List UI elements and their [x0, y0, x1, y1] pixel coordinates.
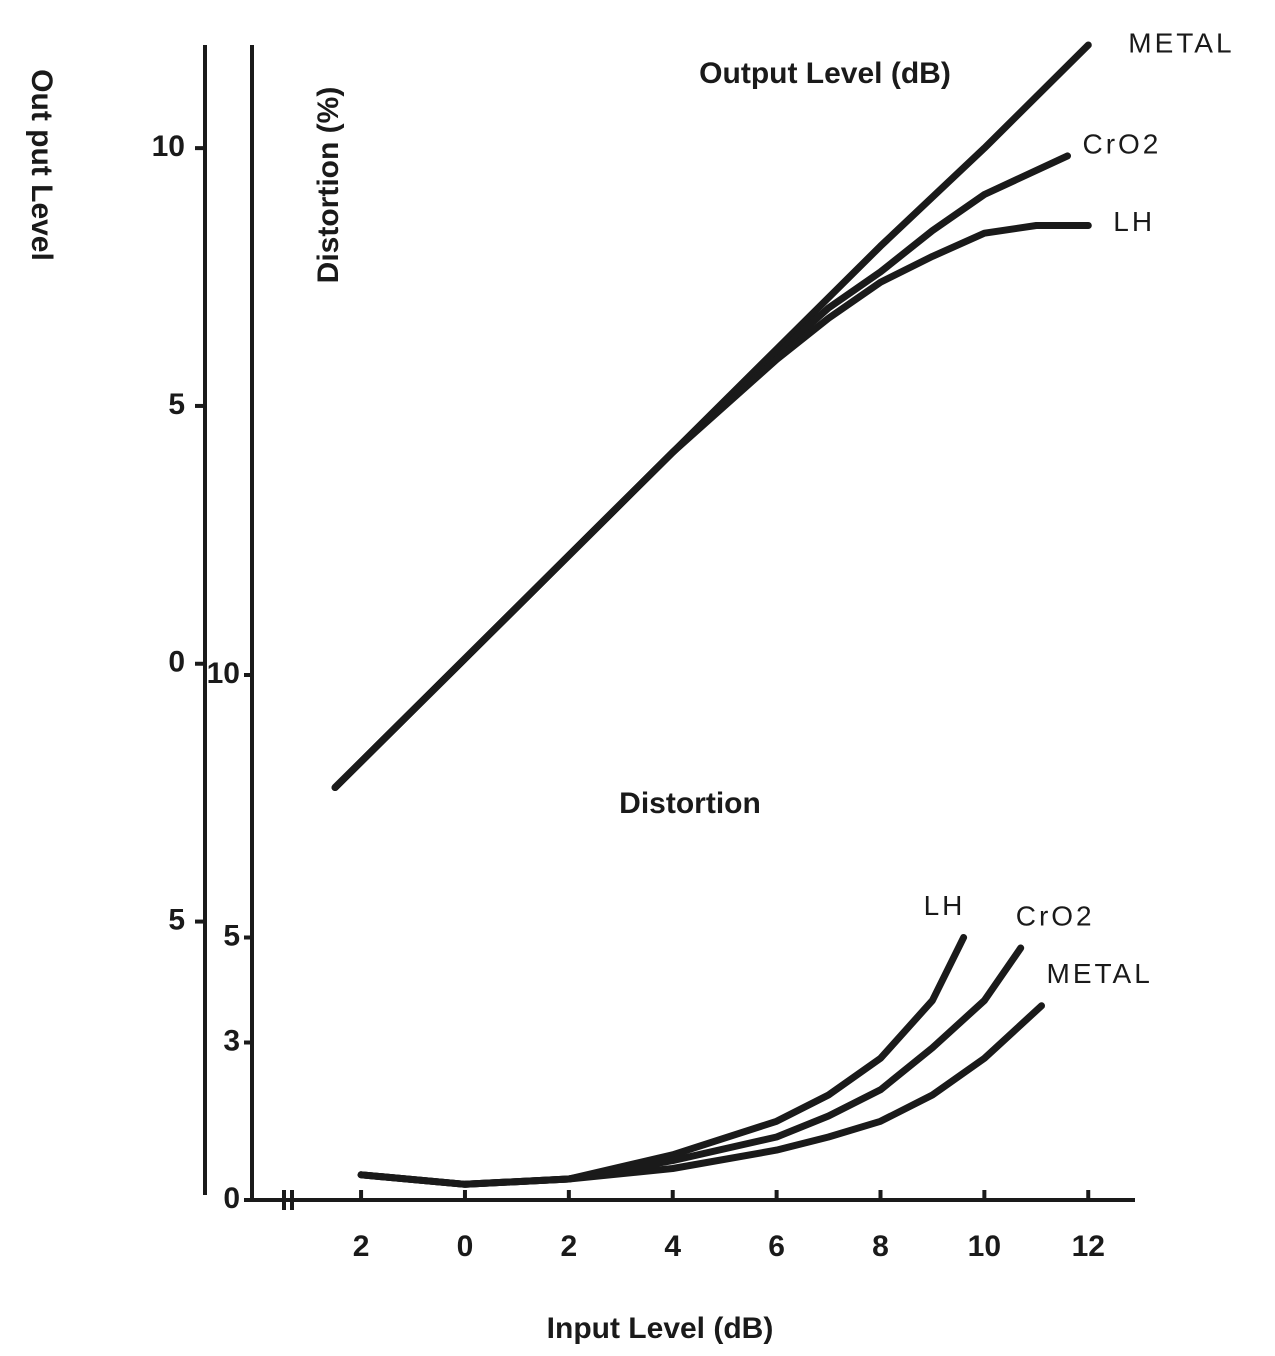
- series-label: CrO2: [1082, 128, 1161, 159]
- x-tick-label: 8: [872, 1230, 889, 1263]
- y2-axis-label: Distortion (%): [312, 87, 345, 284]
- series-label: LH: [1113, 206, 1155, 237]
- y-tick-label: 5: [168, 903, 185, 936]
- annotation: Output Level (dB): [699, 57, 951, 90]
- x-tick-label: 10: [968, 1230, 1001, 1263]
- series-label: METAL: [1047, 958, 1153, 989]
- annotation: Distortion: [619, 787, 761, 820]
- series-label: CrO2: [1016, 900, 1095, 931]
- y-tick-label: 5: [168, 388, 185, 421]
- series-line: [331, 222, 1092, 791]
- x-tick-label: 0: [457, 1230, 474, 1263]
- y2-tick-label: 10: [207, 657, 240, 690]
- series-line: [357, 934, 968, 1188]
- series-label: METAL: [1128, 27, 1234, 58]
- y2-tick-label: 3: [223, 1024, 240, 1057]
- x-tick-label: 2: [353, 1230, 370, 1263]
- y2-tick-label: 0: [223, 1182, 240, 1215]
- x-tick-label: 4: [664, 1230, 681, 1263]
- series-line: [331, 152, 1071, 791]
- y-axis-label: Out put Level: [25, 69, 58, 261]
- x-axis-label: Input Level (dB): [547, 1312, 774, 1345]
- y2-tick-label: 5: [223, 919, 240, 952]
- series-label: LH: [924, 890, 966, 921]
- x-tick-label: 2: [560, 1230, 577, 1263]
- series-line: [357, 1002, 1045, 1188]
- y-tick-label: 10: [152, 130, 185, 163]
- x-tick-label: 6: [768, 1230, 785, 1263]
- x-tick-label: 12: [1072, 1230, 1105, 1263]
- y-tick-label: 0: [168, 646, 185, 679]
